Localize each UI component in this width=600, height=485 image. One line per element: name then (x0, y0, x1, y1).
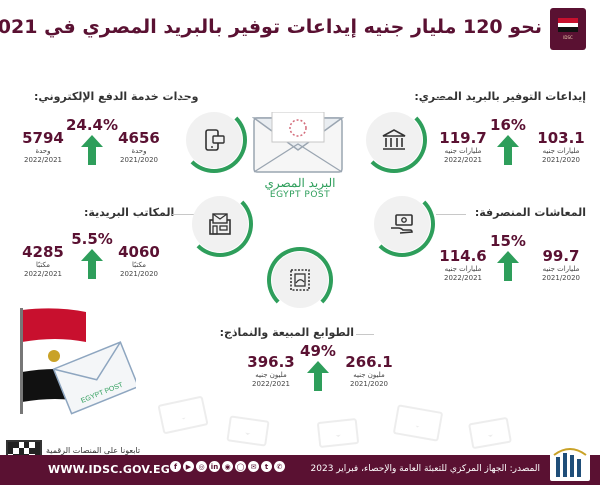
savings-growth: 16% (480, 116, 536, 165)
social-icon[interactable]: ✆ (274, 461, 285, 472)
stamps-growth: 49% (290, 342, 346, 391)
pensions-previous-unit: مليارات جنيه (542, 265, 580, 273)
stamps-current-unit: مليون جنيه (255, 371, 287, 379)
bg-envelope (316, 417, 360, 449)
savings-current-year: 2022/2021 (444, 156, 482, 164)
epay-previous-unit: وحدة (131, 147, 147, 155)
epay-growth-value: 24.4% (65, 116, 119, 134)
divider (356, 334, 374, 335)
offices-previous-value: 4060 (118, 243, 160, 261)
offices-current: 4285 مكتبًا 2022/2021 (8, 244, 78, 279)
offices-previous: 4060 مكتبًا 2021/2020 (104, 244, 174, 279)
footer-bar: WWW.IDSC.GOV.EG المصدر: الجهاز المركزي ل… (0, 455, 600, 485)
pensions-current-year: 2022/2021 (444, 274, 482, 282)
offices-current-year: 2022/2021 (24, 270, 62, 278)
divider (436, 214, 466, 215)
bg-envelope (226, 415, 270, 447)
offices-previous-year: 2021/2020 (120, 270, 158, 278)
website-link[interactable]: WWW.IDSC.GOV.EG (48, 463, 170, 476)
epay-previous-value: 4656 (118, 129, 160, 147)
divider (172, 214, 198, 215)
epay-previous-year: 2021/2020 (120, 156, 158, 164)
pensions-previous: 99.7 مليارات جنيه 2021/2020 (526, 248, 596, 283)
offices-icon-circle (187, 191, 253, 257)
savings-current-value: 119.7 (439, 129, 487, 147)
stamps-current: 396.3 مليون جنيه 2022/2021 (236, 354, 306, 389)
stamps-growth-value: 49% (300, 342, 336, 360)
social-icon[interactable]: ◎ (196, 461, 207, 472)
savings-title: إيداعات التوفير بالبريد المصري: (414, 90, 586, 103)
offices-growth-value: 5.5% (71, 230, 113, 248)
idsc-header-logo: IDSC (550, 8, 586, 50)
up-arrow-icon (81, 249, 103, 279)
epay-title: وحدات خدمة الدفع الإلكتروني: (34, 90, 199, 103)
epay-current-unit: وحدة (35, 147, 51, 155)
savings-previous-value: 103.1 (537, 129, 585, 147)
social-icon[interactable]: ◉ (222, 461, 233, 472)
page-title: نحو 120 مليار جنيه إيداعات توفير بالبريد… (0, 16, 542, 38)
epay-icon-circle (181, 107, 247, 173)
offices-current-unit: مكتبًا (36, 261, 50, 269)
pensions-current-unit: مليارات جنيه (444, 265, 482, 273)
source-text: المصدر: الجهاز المركزي للتعبئة العامة وا… (310, 464, 540, 474)
pensions-previous-year: 2021/2020 (542, 274, 580, 282)
epay-current: 5794 وحدة 2022/2021 (8, 130, 78, 165)
egypt-flag-icon (558, 18, 578, 33)
egypt-post-logo: البريد المصري EGYPT POST (258, 176, 342, 200)
up-arrow-icon (497, 135, 519, 165)
offices-title: المكاتب البريدية: (84, 206, 175, 219)
pensions-icon-circle (369, 191, 435, 257)
social-icon[interactable]: t (261, 461, 272, 472)
social-icon[interactable]: ▶ (183, 461, 194, 472)
social-icon[interactable]: ✉ (248, 461, 259, 472)
epay-previous: 4656 وحدة 2021/2020 (104, 130, 174, 165)
offices-previous-unit: مكتبًا (132, 261, 146, 269)
social-icon[interactable]: ◯ (235, 461, 246, 472)
savings-previous: 103.1 مليارات جنيه 2021/2020 (526, 130, 596, 165)
social-icons: f ▶ ◎ in ◉ ◯ ✉ t ✆ (170, 461, 285, 472)
offices-growth: 5.5% (64, 230, 120, 279)
stamps-current-year: 2022/2021 (252, 380, 290, 388)
epay-current-value: 5794 (22, 129, 64, 147)
divider (436, 98, 446, 99)
stamps-icon-circle (267, 247, 333, 313)
savings-previous-year: 2021/2020 (542, 156, 580, 164)
pensions-current: 114.6 مليارات جنيه 2022/2021 (428, 248, 498, 283)
pensions-previous-value: 99.7 (542, 247, 580, 265)
pensions-current-value: 114.6 (439, 247, 487, 265)
follow-text: تابعونا على المنصات الرقمية (46, 446, 141, 455)
pensions-growth: 15% (480, 232, 536, 281)
up-arrow-icon (81, 135, 103, 165)
stamps-previous-value: 266.1 (345, 353, 393, 371)
bg-envelope (157, 395, 209, 435)
bg-envelope (392, 404, 444, 442)
egypt-flag-envelope-illustration: EGYPT POST (20, 308, 136, 415)
offices-current-value: 4285 (22, 243, 64, 261)
bg-envelope (468, 416, 512, 450)
idsc-logo-icon (550, 448, 590, 481)
epay-growth: 24.4% (64, 116, 120, 165)
up-arrow-icon (497, 251, 519, 281)
social-icon[interactable]: in (209, 461, 220, 472)
savings-icon-circle (361, 107, 427, 173)
stamps-previous-unit: مليون جنيه (353, 371, 385, 379)
divider (176, 98, 190, 99)
savings-growth-value: 16% (490, 116, 526, 134)
envelope-icon (252, 112, 344, 173)
up-arrow-icon (307, 361, 329, 391)
egypt-post-arabic: البريد المصري (264, 176, 336, 190)
stamps-title: الطوابع المبيعة والنماذج: (219, 326, 354, 339)
savings-current: 119.7 مليارات جنيه 2022/2021 (428, 130, 498, 165)
stamps-previous-year: 2021/2020 (350, 380, 388, 388)
pensions-title: المعاشات المنصرفة: (474, 206, 586, 219)
stamps-current-value: 396.3 (247, 353, 295, 371)
social-icon[interactable]: f (170, 461, 181, 472)
epay-current-year: 2022/2021 (24, 156, 62, 164)
egypt-post-english: EGYPT POST (269, 190, 331, 200)
savings-current-unit: مليارات جنيه (444, 147, 482, 155)
pensions-growth-value: 15% (490, 232, 526, 250)
stamps-previous: 266.1 مليون جنيه 2021/2020 (334, 354, 404, 389)
savings-previous-unit: مليارات جنيه (542, 147, 580, 155)
